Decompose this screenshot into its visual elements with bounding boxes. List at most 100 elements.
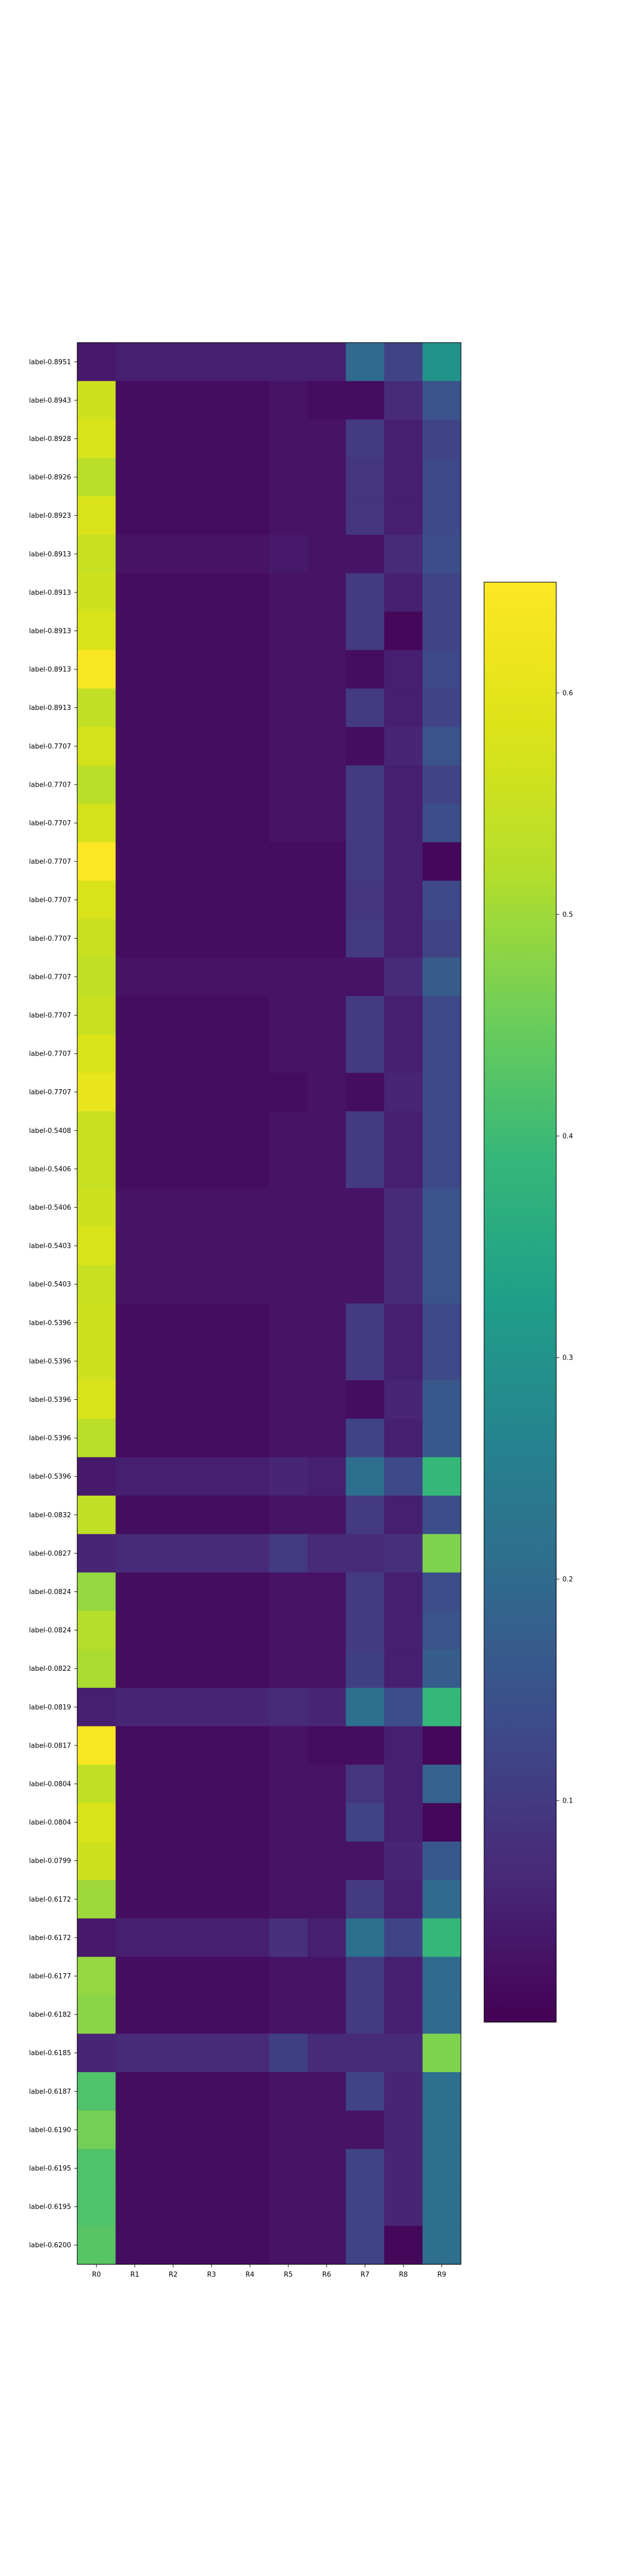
heatmap-cell xyxy=(269,1611,308,1650)
heatmap-cell xyxy=(269,1111,308,1150)
heatmap-cell xyxy=(384,1265,423,1304)
y-tick-label: label-0.5396 xyxy=(29,1435,71,1443)
heatmap-cell xyxy=(269,1188,308,1227)
heatmap-cell xyxy=(384,612,423,651)
heatmap-cell xyxy=(231,1688,270,1727)
y-tick-label: label-0.6185 xyxy=(29,2049,71,2057)
heatmap-cell xyxy=(115,1803,154,1842)
heatmap-cell xyxy=(77,1841,116,1880)
heatmap-cell xyxy=(422,1726,461,1765)
heatmap-cell xyxy=(115,1418,154,1458)
heatmap-cell xyxy=(384,573,423,612)
heatmap-cell xyxy=(422,1649,461,1688)
heatmap-cell xyxy=(77,1342,116,1381)
heatmap-cell xyxy=(192,2033,231,2073)
heatmap-cell xyxy=(231,1303,270,1343)
heatmap-cell xyxy=(422,996,461,1035)
heatmap-cell xyxy=(422,2033,461,2073)
heatmap-cell xyxy=(422,381,461,420)
heatmap-cell xyxy=(384,1188,423,1227)
heatmap-cell xyxy=(384,1918,423,1957)
heatmap-cell xyxy=(77,1995,116,2034)
heatmap-cell xyxy=(384,1073,423,1112)
y-tick-label: label-0.5406 xyxy=(29,1165,71,1173)
heatmap-cell xyxy=(231,842,270,881)
heatmap-cell xyxy=(192,688,231,727)
heatmap-cell xyxy=(192,727,231,766)
heatmap-cell xyxy=(384,727,423,766)
heatmap-cell xyxy=(307,1880,347,1919)
heatmap-cell xyxy=(77,1380,116,1419)
heatmap-cell xyxy=(154,1995,193,2034)
heatmap-cell xyxy=(384,1534,423,1573)
heatmap-cell xyxy=(307,1111,347,1150)
heatmap-cell xyxy=(192,1496,231,1535)
heatmap-cell xyxy=(192,1726,231,1765)
heatmap-cell xyxy=(422,1034,461,1073)
heatmap-cell xyxy=(269,2110,308,2149)
heatmap-cell xyxy=(115,457,154,497)
heatmap-cell xyxy=(269,1995,308,2034)
heatmap-cell xyxy=(346,1149,385,1189)
heatmap-cell xyxy=(77,1418,116,1458)
heatmap-cell xyxy=(231,1265,270,1304)
heatmap-cell xyxy=(307,573,347,612)
heatmap-cell xyxy=(422,765,461,804)
heatmap-cell xyxy=(192,1880,231,1919)
heatmap-cell xyxy=(422,880,461,920)
heatmap-cell xyxy=(115,1149,154,1189)
heatmap-cell xyxy=(269,1841,308,1880)
heatmap-cell xyxy=(154,1918,193,1957)
heatmap-cell xyxy=(231,1572,270,1612)
heatmap-cell xyxy=(422,1342,461,1381)
y-tick-label: label-0.6182 xyxy=(29,2011,71,2019)
heatmap-cell xyxy=(269,343,308,382)
heatmap-cell xyxy=(346,2033,385,2073)
heatmap-cell xyxy=(346,573,385,612)
heatmap-cell xyxy=(192,1149,231,1189)
heatmap-cell xyxy=(231,804,270,843)
heatmap-cell xyxy=(269,535,308,574)
heatmap-cell xyxy=(307,1995,347,2034)
heatmap-cell xyxy=(77,996,116,1035)
heatmap-cell xyxy=(231,1073,270,1112)
heatmap-cell xyxy=(154,765,193,804)
heatmap-cell xyxy=(384,1303,423,1343)
heatmap-cell xyxy=(346,1226,385,1265)
heatmap-cell xyxy=(307,1918,347,1957)
y-tick-label: label-0.7707 xyxy=(29,973,71,981)
heatmap-cell xyxy=(154,573,193,612)
heatmap-cell xyxy=(346,650,385,689)
heatmap-cell xyxy=(384,1572,423,1612)
heatmap-cell xyxy=(422,1995,461,2034)
y-tick-label: label-0.5403 xyxy=(29,1281,71,1289)
heatmap-cell xyxy=(115,1188,154,1227)
heatmap-cell xyxy=(422,1918,461,1957)
heatmap-cell xyxy=(154,1880,193,1919)
heatmap-cell xyxy=(422,535,461,574)
heatmap-cell xyxy=(231,1918,270,1957)
heatmap-cell xyxy=(307,1649,347,1688)
heatmap-cell xyxy=(422,1111,461,1150)
heatmap-cell xyxy=(192,1303,231,1343)
heatmap-cell xyxy=(192,2110,231,2149)
y-tick-label: label-0.7707 xyxy=(29,1012,71,1020)
heatmap-cell xyxy=(77,343,116,382)
heatmap-cell xyxy=(346,1034,385,1073)
heatmap-cell xyxy=(422,1841,461,1880)
heatmap-cell xyxy=(346,1303,385,1343)
heatmap-cell xyxy=(77,1918,116,1957)
heatmap-cell xyxy=(269,419,308,459)
heatmap-cell xyxy=(422,1303,461,1343)
heatmap-cell xyxy=(346,1841,385,1880)
heatmap-cell xyxy=(269,2072,308,2111)
heatmap-cell xyxy=(269,1226,308,1265)
heatmap-cell xyxy=(422,1188,461,1227)
heatmap-cell xyxy=(192,1111,231,1150)
heatmap-cell xyxy=(307,457,347,497)
heatmap-cell xyxy=(346,1611,385,1650)
x-tick-label: R1 xyxy=(130,2271,139,2279)
heatmap-cell xyxy=(154,612,193,651)
heatmap-cell xyxy=(231,1880,270,1919)
